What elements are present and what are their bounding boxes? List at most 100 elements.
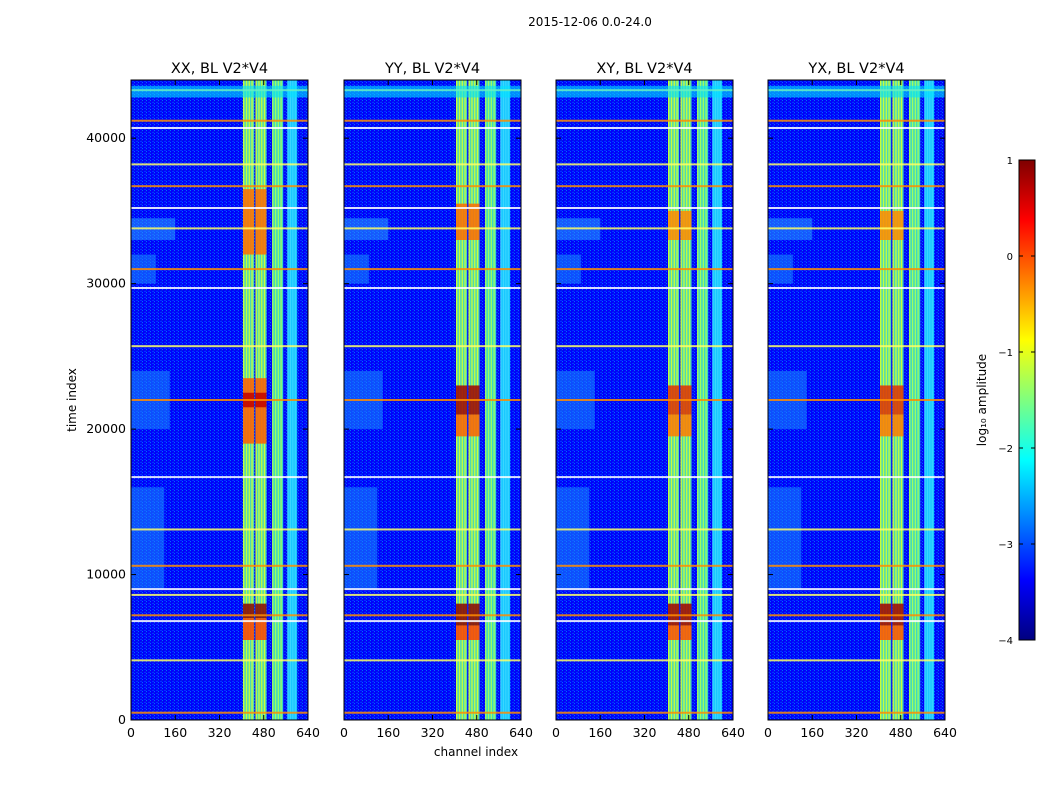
rfi-line — [344, 614, 521, 617]
y-axis-label: time index — [65, 368, 79, 432]
rfi-line — [344, 593, 521, 596]
rfi-line — [344, 163, 521, 166]
rfi-line — [768, 588, 945, 591]
rfi-line — [131, 528, 308, 531]
colorbar-tick-label: −2 — [998, 444, 1013, 455]
figure-suptitle: 2015-12-06 0.0-24.0 — [528, 15, 652, 29]
rfi-line — [556, 345, 733, 348]
hot-region — [880, 414, 892, 437]
rfi-line — [131, 227, 308, 230]
x-tick-label: 640 — [296, 725, 320, 740]
rfi-line — [768, 399, 945, 401]
rfi-line — [768, 564, 945, 567]
hot-region — [892, 210, 904, 240]
x-tick-label: 320 — [421, 725, 445, 740]
rfi-line — [344, 119, 521, 122]
heatmap-panel-3: XY, BL V2*V4 0 160 320 480 640 — [552, 61, 745, 740]
x-tick-label: 480 — [889, 725, 913, 740]
x-tick-label: 320 — [208, 725, 232, 740]
rfi-line — [344, 528, 521, 531]
rfi-line — [556, 593, 733, 596]
rfi-line — [556, 227, 733, 230]
panel-title: XX, BL V2*V4 — [171, 61, 268, 77]
rfi-line — [768, 163, 945, 166]
hot-region — [456, 625, 468, 640]
rfi-line — [556, 528, 733, 531]
rfi-line — [131, 207, 308, 209]
top-band — [344, 85, 521, 98]
rfi-line — [131, 185, 308, 188]
x-tick-label: 0 — [764, 725, 772, 740]
y-tick-label: 20000 — [86, 421, 126, 436]
rfi-line — [556, 620, 733, 623]
rfi-line — [556, 119, 733, 122]
rfi-line — [131, 476, 308, 479]
rfi-line — [344, 476, 521, 479]
rfi-line — [556, 564, 733, 567]
rfi-line — [131, 399, 308, 401]
rfi-line — [344, 227, 521, 230]
panel-title: YY, BL V2*V4 — [384, 61, 480, 77]
rfi-line — [768, 476, 945, 479]
colorbar-label: log₁₀ amplitude — [975, 354, 989, 446]
hot-region — [892, 625, 904, 640]
hot-region — [892, 414, 904, 437]
heatmap-patch — [344, 487, 378, 590]
x-tick-label: 480 — [465, 725, 489, 740]
rfi-line — [556, 163, 733, 166]
top-band — [131, 85, 308, 98]
x-tick-label: 160 — [800, 725, 824, 740]
hot-region — [668, 625, 680, 640]
x-tick-label: 0 — [552, 725, 560, 740]
rfi-line — [344, 287, 521, 289]
rfi-line — [344, 268, 521, 271]
x-tick-label: 640 — [509, 725, 533, 740]
rfi-line — [768, 345, 945, 348]
colorbar-ticks: 1 0 −1 −2 −3 −4 — [998, 156, 1035, 647]
hot-region — [456, 203, 468, 240]
hot-region — [680, 625, 692, 640]
hot-region — [880, 625, 892, 640]
rfi-line — [768, 614, 945, 617]
x-tick-label: 0 — [340, 725, 348, 740]
colorbar-tick-label: −1 — [998, 348, 1013, 359]
rfi-line — [131, 564, 308, 567]
rfi-line — [556, 399, 733, 401]
rfi-line — [556, 185, 733, 188]
rfi-line — [344, 659, 521, 662]
hot-region — [255, 189, 267, 255]
rfi-line — [556, 588, 733, 591]
colorbar: 1 0 −1 −2 −3 −4 log₁₀ amplitude — [975, 156, 1036, 647]
y-tick-label: 10000 — [86, 567, 126, 582]
hot-region — [255, 378, 267, 444]
hot-region — [468, 625, 480, 640]
rfi-line — [344, 127, 521, 129]
rfi-line — [131, 268, 308, 271]
rfi-line — [768, 127, 945, 129]
x-tick-label: 0 — [127, 725, 135, 740]
rfi-line — [131, 659, 308, 662]
x-tick-label: 160 — [376, 725, 400, 740]
heatmap-panel-1: XX, BL V2*V4 0 160 320 480 640 0 10000 20000 3000… — [86, 61, 320, 740]
rfi-line — [131, 163, 308, 166]
heatmap-patch — [131, 487, 165, 590]
rfi-line — [768, 268, 945, 271]
colorbar-gradient — [1018, 159, 1036, 641]
rfi-line — [344, 564, 521, 567]
hot-region — [255, 603, 267, 619]
rfi-line — [131, 287, 308, 289]
rfi-line — [131, 588, 308, 591]
hot-region — [243, 189, 255, 255]
rfi-line — [344, 588, 521, 591]
hot-region — [243, 603, 255, 619]
panel-title: YX, BL V2*V4 — [807, 61, 904, 77]
colorbar-tick-label: 0 — [1007, 252, 1013, 263]
top-band — [556, 85, 733, 98]
top-band — [768, 85, 945, 98]
hot-region — [243, 378, 255, 444]
rfi-line — [131, 345, 308, 348]
hot-region — [243, 618, 255, 640]
rfi-line — [131, 119, 308, 122]
rfi-line — [556, 614, 733, 617]
